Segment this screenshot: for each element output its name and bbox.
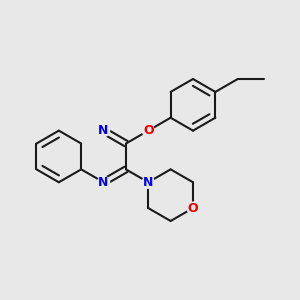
Circle shape — [142, 124, 154, 136]
Text: N: N — [98, 176, 109, 189]
Circle shape — [98, 176, 110, 188]
Text: O: O — [188, 202, 198, 214]
Circle shape — [142, 176, 154, 188]
Text: N: N — [143, 176, 154, 189]
Circle shape — [98, 124, 110, 136]
Circle shape — [187, 202, 199, 214]
Text: N: N — [98, 124, 109, 137]
Text: O: O — [143, 124, 154, 137]
